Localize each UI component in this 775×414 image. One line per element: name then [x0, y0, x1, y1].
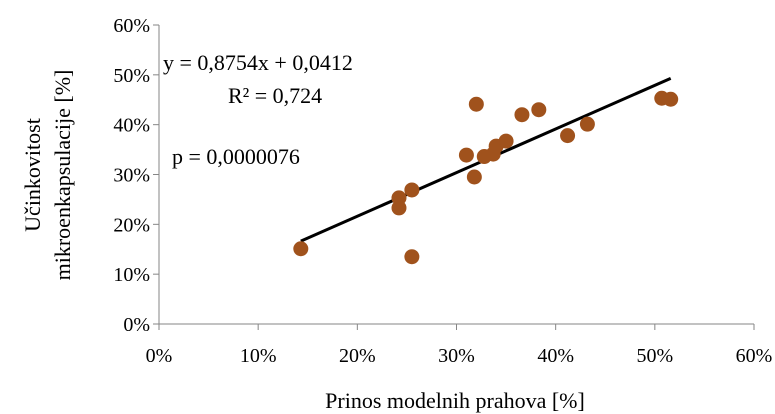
data-point — [404, 249, 420, 265]
r-squared-label: R² = 0,724 — [228, 83, 322, 108]
y-tick-labels: 0% 10% 20% 30% 40% 50% 60% — [113, 15, 150, 336]
x-tick-label: 30% — [438, 345, 475, 367]
x-tick-label: 60% — [736, 345, 773, 367]
data-point — [663, 91, 679, 107]
x-tick-label: 10% — [240, 345, 277, 367]
data-point — [560, 128, 576, 144]
data-point — [391, 200, 407, 216]
y-tick-label: 10% — [113, 264, 150, 286]
y-tick-label: 60% — [113, 15, 150, 37]
data-point — [531, 102, 547, 118]
x-tick-label: 20% — [339, 345, 376, 367]
p-value-label: p = 0,0000076 — [172, 144, 300, 169]
data-point — [579, 116, 595, 132]
x-tick-label: 40% — [537, 345, 574, 367]
y-axis-title-line-1: Učinkovitost — [20, 118, 45, 232]
x-tick-label: 0% — [146, 345, 173, 367]
y-tick-label: 0% — [123, 314, 150, 336]
x-tick-label: 50% — [636, 345, 673, 367]
data-point — [293, 241, 309, 257]
y-tick-label: 30% — [113, 165, 150, 187]
y-axis-title-line-2: mikroenkapsulacije [%] — [50, 70, 75, 281]
x-tick-labels: 0% 10% 20% 30% 40% 50% 60% — [146, 345, 773, 367]
data-point — [498, 133, 514, 149]
y-tick-label: 50% — [113, 65, 150, 87]
data-point — [466, 169, 482, 185]
data-point — [458, 147, 474, 163]
data-points — [293, 90, 679, 265]
data-point — [468, 96, 484, 112]
axes — [153, 24, 755, 330]
y-tick-label: 40% — [113, 115, 150, 137]
x-axis-title: Prinos modelnih prahova [%] — [325, 388, 585, 413]
data-point — [514, 107, 530, 123]
trendline-equation: y = 0,8754x + 0,0412 — [163, 50, 353, 75]
y-tick-label: 20% — [113, 214, 150, 236]
data-point — [404, 182, 420, 198]
